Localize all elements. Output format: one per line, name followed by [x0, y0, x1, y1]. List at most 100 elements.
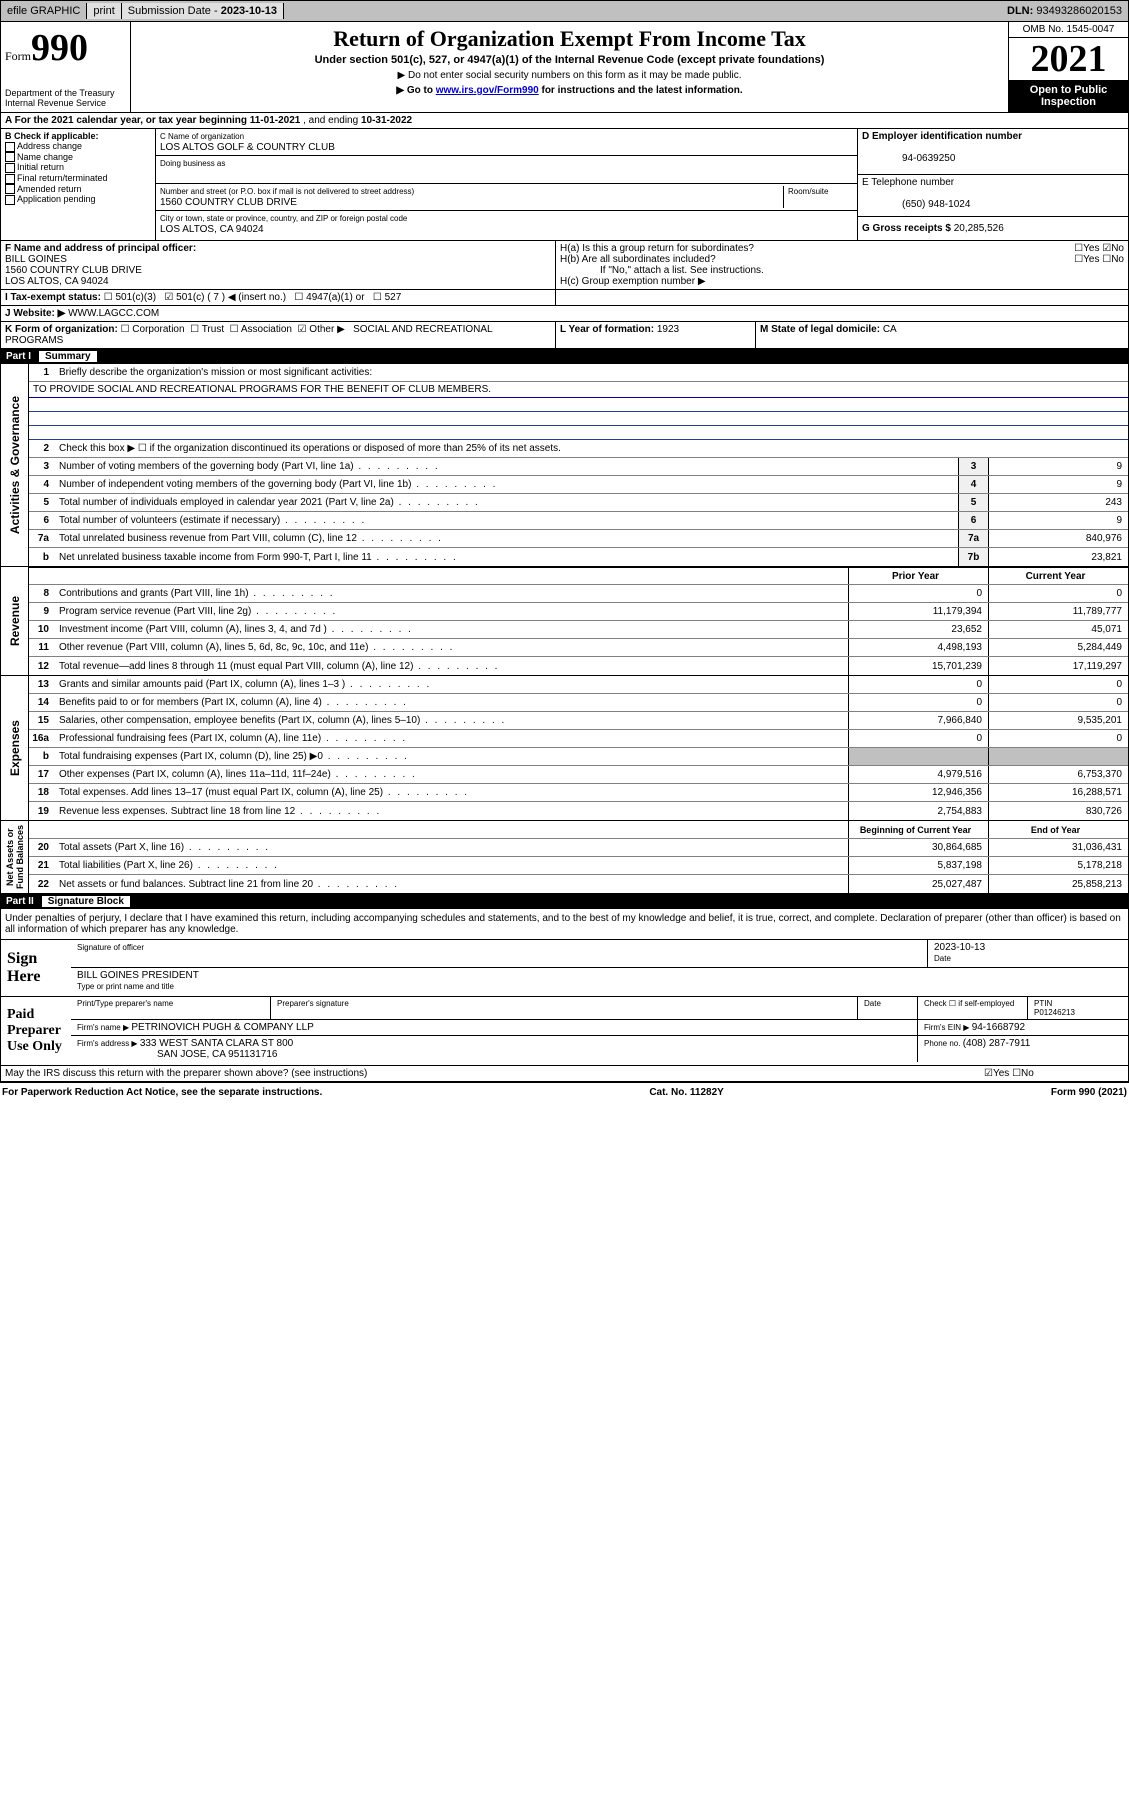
line-b: bTotal fundraising expenses (Part IX, co… [29, 748, 1128, 766]
side-exp: Expenses [8, 720, 22, 776]
checkbox-amended-return[interactable]: Amended return [5, 184, 151, 195]
box-c: C Name of organization LOS ALTOS GOLF & … [156, 129, 858, 240]
box-j: J Website: ▶ WWW.LAGCC.COM [0, 306, 1129, 322]
tax-year: 2021 [1009, 38, 1128, 80]
gross-receipts: 20,285,526 [954, 223, 1004, 234]
header-right: OMB No. 1545-0047 2021 Open to Public In… [1008, 22, 1128, 112]
omb-number: OMB No. 1545-0047 [1009, 22, 1128, 38]
footer-left: For Paperwork Reduction Act Notice, see … [2, 1087, 322, 1098]
footer-mid: Cat. No. 11282Y [649, 1087, 723, 1098]
discuss-ans: ☑Yes ☐No [984, 1068, 1124, 1079]
line-15: 15Salaries, other compensation, employee… [29, 712, 1128, 730]
gross-label: G Gross receipts $ [862, 223, 954, 234]
tax-status-opt[interactable]: ☐ 527 [373, 292, 410, 303]
officer-addr2: LOS ALTOS, CA 94024 [5, 276, 109, 287]
q1: Briefly describe the organization's miss… [59, 367, 372, 378]
line-13: 13Grants and similar amounts paid (Part … [29, 676, 1128, 694]
hc-label: H(c) Group exemption number ▶ [560, 276, 1124, 287]
firm-name: PETRINOVICH PUGH & COMPANY LLP [131, 1022, 313, 1033]
checkbox-address-change[interactable]: Address change [5, 141, 151, 152]
box-i: I Tax-exempt status: ☐ 501(c)(3) ☑ 501(c… [0, 290, 1129, 306]
line-19: 19Revenue less expenses. Subtract line 1… [29, 802, 1128, 820]
phone-label: E Telephone number [862, 177, 954, 188]
checkbox-initial-return[interactable]: Initial return [5, 162, 151, 173]
col-end: End of Year [988, 821, 1128, 838]
city-label: City or town, state or province, country… [160, 214, 407, 223]
box-b: B Check if applicable: Address changeNam… [1, 129, 156, 240]
summary-line-7a: 7aTotal unrelated business revenue from … [29, 530, 1128, 548]
line-14: 14Benefits paid to or for members (Part … [29, 694, 1128, 712]
org-form-opt[interactable]: ☐ Trust [190, 324, 230, 335]
org-name: LOS ALTOS GOLF & COUNTRY CLUB [160, 142, 335, 153]
checkbox-name-change[interactable]: Name change [5, 152, 151, 163]
tax-status-opt[interactable]: ☑ 501(c) ( 7 ) ◀ (insert no.) [164, 292, 294, 303]
col-begin: Beginning of Current Year [848, 821, 988, 838]
line-16a: 16aProfessional fundraising fees (Part I… [29, 730, 1128, 748]
activities-governance: Activities & Governance 1Briefly describ… [0, 364, 1129, 567]
tax-status-opt[interactable]: ☐ 4947(a)(1) or [294, 292, 372, 303]
penalty-text: Under penalties of perjury, I declare th… [1, 909, 1128, 940]
page-footer: For Paperwork Reduction Act Notice, see … [0, 1083, 1129, 1102]
checkbox-final-return-terminated[interactable]: Final return/terminated [5, 173, 151, 184]
col-current: Current Year [988, 568, 1128, 584]
line-20: 20Total assets (Part X, line 16)30,864,6… [29, 839, 1128, 857]
side-net: Net Assets or Fund Balances [5, 825, 25, 889]
street: 1560 COUNTRY CLUB DRIVE [160, 197, 297, 208]
org-form-opt[interactable]: ☑ Other ▶ [298, 324, 351, 335]
instructions-link-line: ▶ Go to www.irs.gov/Form990 for instruct… [139, 85, 1000, 96]
sig-officer-lbl: Signature of officer [77, 943, 144, 952]
website: WWW.LAGCC.COM [68, 308, 159, 319]
dba-label: Doing business as [160, 159, 225, 168]
officer-group-row: F Name and address of principal officer:… [0, 241, 1129, 290]
side-gov: Activities & Governance [8, 396, 22, 534]
irs-link[interactable]: www.irs.gov/Form990 [436, 85, 539, 96]
form-title: Return of Organization Exempt From Incom… [139, 26, 1000, 52]
org-form-opt[interactable]: ☐ Corporation [121, 324, 191, 335]
submission-date: Submission Date - 2023-10-13 [122, 3, 284, 19]
footer-right: Form 990 (2021) [1051, 1087, 1127, 1098]
dln: DLN: 93493286020153 [1001, 3, 1128, 19]
form-number: Form990 [5, 26, 126, 70]
side-rev: Revenue [8, 596, 22, 646]
summary-line-5: 5Total number of individuals employed in… [29, 494, 1128, 512]
sign-here: Sign Here [1, 940, 71, 996]
line-17: 17Other expenses (Part IX, column (A), l… [29, 766, 1128, 784]
open-inspection: Open to Public Inspection [1009, 80, 1128, 112]
officer-name: BILL GOINES [5, 254, 67, 265]
ein: 94-0639250 [862, 153, 955, 164]
line-10: 10Investment income (Part VIII, column (… [29, 621, 1128, 639]
print-button[interactable]: print [87, 3, 121, 19]
toolbar-spacer [284, 9, 1001, 13]
box-d-e-g: D Employer identification number 94-0639… [858, 129, 1128, 240]
paid-preparer: Paid Preparer Use Only [1, 997, 71, 1065]
org-name-label: C Name of organization [160, 132, 244, 141]
header-left: Form990 Department of the Treasury Inter… [1, 22, 131, 112]
form-subtitle: Under section 501(c), 527, or 4947(a)(1)… [139, 54, 1000, 66]
line-8: 8Contributions and grants (Part VIII, li… [29, 585, 1128, 603]
summary-line-3: 3Number of voting members of the governi… [29, 458, 1128, 476]
mission-text: TO PROVIDE SOCIAL AND RECREATIONAL PROGR… [29, 382, 1128, 398]
part1-bar: Part I Summary [0, 349, 1129, 364]
checkbox-application-pending[interactable]: Application pending [5, 194, 151, 205]
city: LOS ALTOS, CA 94024 [160, 224, 264, 235]
line-21: 21Total liabilities (Part X, line 26)5,8… [29, 857, 1128, 875]
q2: Check this box ▶ ☐ if the organization d… [55, 441, 1128, 456]
prep-date-lbl: Date [858, 997, 918, 1019]
domicile: CA [883, 324, 897, 335]
ein-label: D Employer identification number [862, 131, 1022, 142]
officer-typed: BILL GOINES PRESIDENT [77, 970, 199, 981]
prep-name-lbl: Print/Type preparer's name [71, 997, 271, 1019]
box-f: F Name and address of principal officer:… [1, 241, 556, 289]
sig-date: 2023-10-13 [934, 942, 985, 953]
firm-addr: 333 WEST SANTA CLARA ST 800 [140, 1038, 293, 1049]
tax-status-opt[interactable]: ☐ 501(c)(3) [104, 292, 165, 303]
org-form-opt[interactable]: ☐ Association [230, 324, 298, 335]
dept-label: Department of the Treasury Internal Reve… [5, 88, 126, 108]
line-11: 11Other revenue (Part VIII, column (A), … [29, 639, 1128, 657]
ptin: P01246213 [1034, 1008, 1075, 1017]
line-9: 9Program service revenue (Part VIII, lin… [29, 603, 1128, 621]
ha-answer: ☐Yes ☑No [1074, 243, 1124, 254]
summary-line-6: 6Total number of volunteers (estimate if… [29, 512, 1128, 530]
line-18: 18Total expenses. Add lines 13–17 (must … [29, 784, 1128, 802]
phone: (650) 948-1024 [862, 199, 970, 210]
